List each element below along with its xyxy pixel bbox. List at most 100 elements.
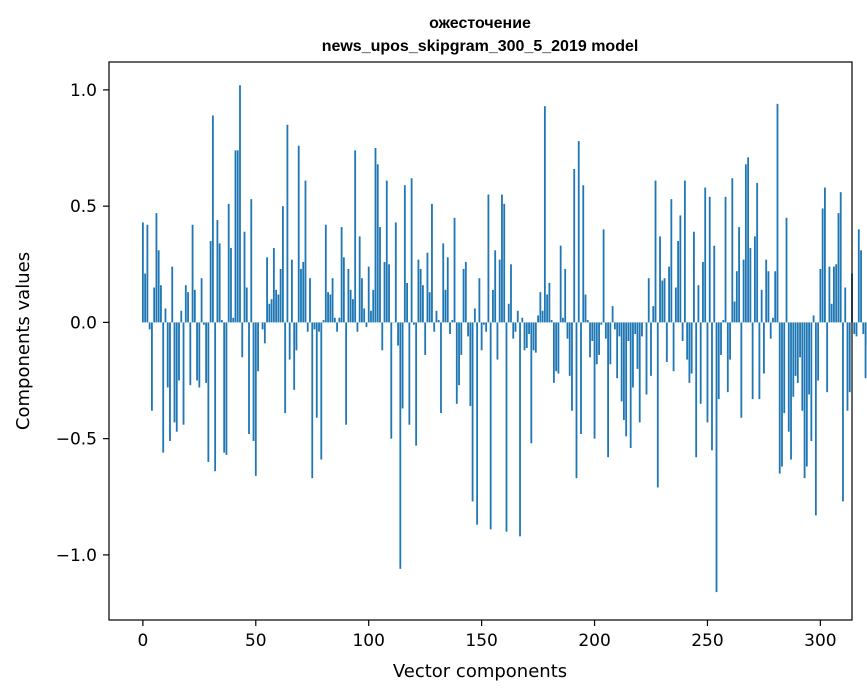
bar-8 xyxy=(160,285,162,323)
bar-124 xyxy=(422,285,424,323)
bar-87 xyxy=(338,317,341,323)
bar-77 xyxy=(315,322,318,418)
bar-224 xyxy=(647,278,650,323)
bar-248 xyxy=(702,261,704,323)
bar-113 xyxy=(397,322,399,346)
bar-233 xyxy=(668,266,670,323)
bar-144 xyxy=(467,322,469,337)
bar-154 xyxy=(489,322,492,530)
x-tick-label: 250 xyxy=(691,631,723,651)
bar-63 xyxy=(284,322,287,414)
bar-149 xyxy=(478,278,481,323)
bar-47 xyxy=(248,322,250,434)
bar-315 xyxy=(853,322,856,335)
bar-50 xyxy=(254,322,257,476)
bar-160 xyxy=(503,203,506,323)
bar-258 xyxy=(724,196,727,323)
bar-131 xyxy=(437,320,440,323)
bar-320 xyxy=(864,322,867,379)
bar-17 xyxy=(180,310,183,323)
bar-193 xyxy=(577,141,580,323)
x-tick-label: 150 xyxy=(465,631,497,651)
bar-142 xyxy=(462,268,465,323)
bar-130 xyxy=(435,310,438,323)
bar-14 xyxy=(173,322,176,423)
x-axis-ticks: 0 50 100 150 200 250 300 xyxy=(137,620,837,651)
bar-223 xyxy=(645,322,648,395)
bar-151 xyxy=(482,322,485,325)
bar-251 xyxy=(708,196,711,323)
bar-181 xyxy=(550,320,553,323)
bar-23 xyxy=(193,289,196,323)
bar-195 xyxy=(582,185,585,323)
bar-161 xyxy=(505,322,508,532)
bar-285 xyxy=(785,217,788,323)
y-tick-label: 1.0 xyxy=(70,81,97,101)
bar-213 xyxy=(623,322,625,421)
bar-126 xyxy=(426,252,429,323)
bar-184 xyxy=(557,322,560,374)
bar-174 xyxy=(534,322,537,353)
bar-106 xyxy=(381,322,384,351)
bar-227 xyxy=(654,180,657,323)
bar-292 xyxy=(801,322,804,411)
bar-302 xyxy=(824,187,826,323)
bar-39 xyxy=(230,248,232,323)
bar-291 xyxy=(799,322,801,358)
bar-105 xyxy=(379,227,381,323)
bar-22 xyxy=(191,224,194,323)
y-axis-ticks: −1.0 −0.5 0.0 0.5 1.0 xyxy=(56,81,109,566)
bar-27 xyxy=(202,322,205,325)
x-tick-label: 100 xyxy=(352,631,384,651)
bar-234 xyxy=(670,199,673,323)
bar-225 xyxy=(650,322,652,376)
bar-44 xyxy=(241,322,244,358)
x-tick-label: 200 xyxy=(578,631,610,651)
bar-11 xyxy=(166,322,169,388)
bar-262 xyxy=(733,301,736,323)
bar-141 xyxy=(460,322,463,355)
bar-158 xyxy=(498,259,501,323)
bar-91 xyxy=(347,268,350,323)
bar-206 xyxy=(607,322,609,458)
bar-287 xyxy=(790,322,792,460)
bar-147 xyxy=(473,308,476,323)
bar-266 xyxy=(742,259,745,323)
bar-127 xyxy=(428,292,431,323)
bar-6 xyxy=(155,213,158,323)
bar-15 xyxy=(175,322,178,432)
bar-175 xyxy=(537,315,539,323)
bar-198 xyxy=(589,322,591,358)
y-tick-label: −1.0 xyxy=(56,546,97,566)
bar-38 xyxy=(227,203,230,323)
bar-211 xyxy=(618,322,621,337)
bar-196 xyxy=(584,294,587,323)
bar-177 xyxy=(541,310,544,323)
bar-272 xyxy=(756,182,759,323)
bar-64 xyxy=(286,124,289,323)
bar-212 xyxy=(620,322,623,402)
bar-308 xyxy=(837,213,840,323)
x-tick-label: 300 xyxy=(804,631,836,651)
bar-121 xyxy=(415,322,418,446)
bar-163 xyxy=(510,264,512,323)
bar-65 xyxy=(288,322,291,360)
bar-62 xyxy=(281,206,284,323)
bar-66 xyxy=(291,259,293,323)
bar-134 xyxy=(444,289,447,323)
bar-210 xyxy=(616,322,619,379)
bar-104 xyxy=(376,164,379,323)
bar-51 xyxy=(257,322,259,372)
bar-288 xyxy=(792,322,795,397)
bar-162 xyxy=(507,303,510,323)
bar-12 xyxy=(169,322,171,441)
bar-120 xyxy=(412,322,415,325)
bar-278 xyxy=(769,322,772,339)
bar-307 xyxy=(835,264,838,323)
chart-title-line-1: ожесточение xyxy=(429,15,531,32)
bar-30 xyxy=(209,241,212,323)
bar-203 xyxy=(600,322,603,325)
bar-170 xyxy=(525,322,528,348)
bar-123 xyxy=(419,268,422,323)
bar-252 xyxy=(711,322,713,451)
